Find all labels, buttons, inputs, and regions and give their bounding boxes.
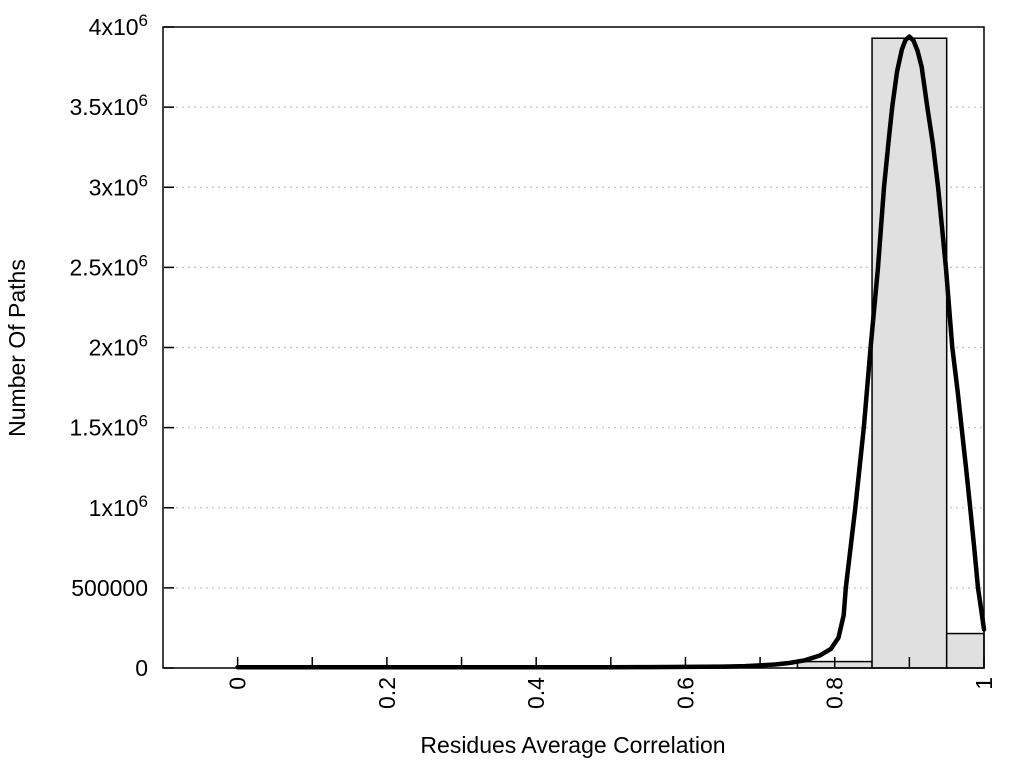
x-tick-label: 0.4 xyxy=(523,677,549,709)
y-tick-label: 0 xyxy=(135,655,148,681)
histogram-bar xyxy=(945,632,985,669)
y-tick-label: 2x106 xyxy=(89,332,148,361)
fit-curve-layer xyxy=(235,34,987,670)
y-tick-label: 3x106 xyxy=(89,171,148,200)
x-tick-label: 0.2 xyxy=(374,677,400,709)
x-axis-title: Residues Average Correlation xyxy=(420,732,725,758)
fit-curve xyxy=(235,34,987,670)
tick-labels: 0 500000 1x106 1.5x106 2x106 2.5x106 3x106 3.5x… xyxy=(69,11,997,709)
tick-layer xyxy=(164,26,985,669)
plot-frame xyxy=(162,26,985,669)
x-tick-label: 1 xyxy=(971,677,997,690)
plot-border xyxy=(162,26,985,669)
y-tick-label: 4x106 xyxy=(89,11,148,40)
y-tick-label: 3.5x106 xyxy=(69,91,148,120)
histogram-bar xyxy=(871,37,948,669)
x-tick-label: 0 xyxy=(225,677,251,690)
x-tick-label: 0.8 xyxy=(822,677,848,709)
y-tick-label: 1.5x106 xyxy=(69,412,148,441)
y-tick-label: 500000 xyxy=(71,575,148,601)
y-tick-label: 2.5x106 xyxy=(69,251,148,280)
x-tick-label: 0.6 xyxy=(672,677,698,709)
y-tick-label: 1x106 xyxy=(89,492,148,521)
y-axis-title: Number Of Paths xyxy=(4,259,30,437)
grid-layer xyxy=(164,106,983,589)
